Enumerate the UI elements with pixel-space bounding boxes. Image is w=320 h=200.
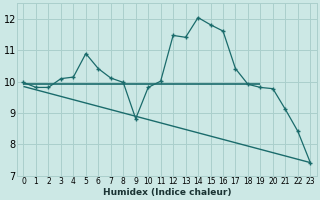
X-axis label: Humidex (Indice chaleur): Humidex (Indice chaleur) [103, 188, 231, 197]
